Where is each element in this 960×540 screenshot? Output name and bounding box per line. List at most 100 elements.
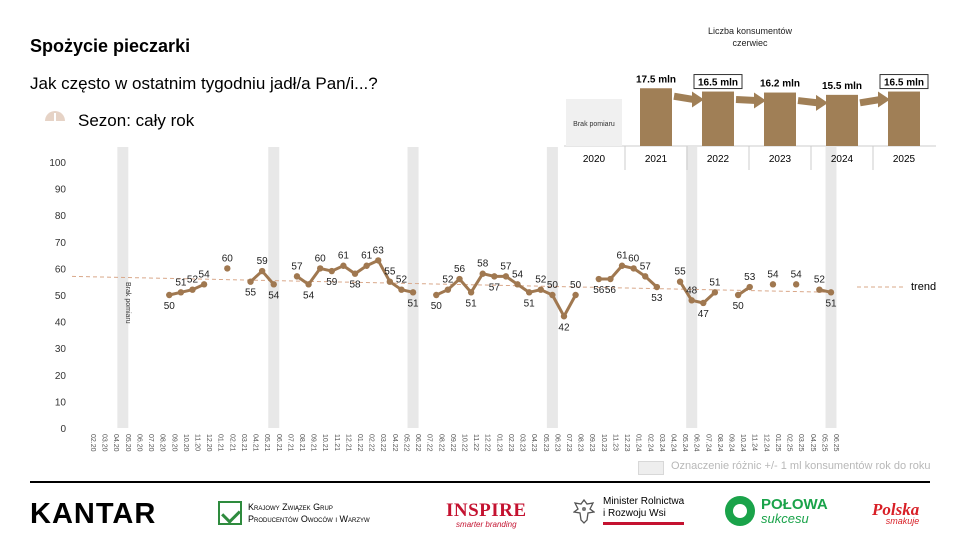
data-point [351, 270, 359, 277]
data-point [514, 281, 521, 288]
data-label: 51 [466, 298, 478, 309]
inset-value-label: 17.5 mln [636, 74, 676, 85]
data-point [479, 270, 486, 277]
data-label: 50 [570, 280, 582, 291]
x-tick-label: 03.24 [658, 434, 665, 452]
inset-bar [640, 88, 672, 146]
data-point [549, 291, 556, 299]
x-tick-label: 12.23 [623, 434, 630, 452]
x-tick-label: 09.22 [449, 434, 456, 452]
data-label: 54 [791, 269, 803, 280]
x-tick-label: 08.24 [716, 434, 723, 452]
inset-value-label: 15.5 mln [822, 81, 862, 92]
kantar-logo: KANTAR [30, 498, 157, 530]
x-tick-label: 06.22 [414, 434, 421, 452]
x-tick-label: 02.24 [646, 434, 653, 452]
data-point [711, 289, 719, 296]
x-tick-label: 08.21 [298, 434, 305, 452]
question-subtitle: Jak często w ostatnim tygodniu jadł/a Pa… [30, 74, 378, 93]
x-tick-label: 07.22 [426, 434, 433, 452]
eagle-emblem-icon [573, 498, 595, 524]
data-point [792, 281, 800, 288]
inset-value-label: 16.5 mln [698, 78, 738, 89]
data-label: 63 [373, 245, 385, 256]
x-tick-label: 02.20 [89, 434, 96, 452]
data-point [456, 275, 463, 283]
data-label: 54 [512, 269, 524, 280]
x-tick-label: 06.21 [275, 434, 282, 452]
data-label: 51 [709, 277, 721, 288]
season-label: Sezon: cały rok [78, 111, 195, 130]
data-label: 55 [384, 267, 396, 278]
data-point [375, 257, 382, 264]
inspire-logo: INSPIRE smarter branding [446, 500, 527, 529]
y-tick-label: 50 [55, 291, 67, 302]
data-point [398, 286, 405, 293]
data-label: 52 [187, 275, 199, 286]
data-point [700, 299, 707, 307]
x-tick-label: 12.22 [484, 434, 491, 452]
data-label: 58 [349, 280, 361, 291]
data-label: 54 [767, 269, 779, 280]
x-tick-label: 11.24 [751, 434, 758, 451]
polska-subline: smakuje [885, 516, 920, 526]
polska-smakuje-logo: Polska smakuje [872, 500, 919, 526]
x-tick-label: 07.21 [286, 434, 293, 452]
consumption-chart: 0 10 20 30 40 50 60 70 80 90 100 Brak pomiaru trend 5… [49, 26, 936, 452]
data-point [328, 267, 335, 275]
x-tick-label: 10.21 [321, 434, 328, 452]
data-point [502, 273, 510, 280]
y-tick-label: 70 [55, 238, 67, 249]
data-point [247, 278, 254, 285]
inset-bar [764, 92, 796, 146]
x-tick-label: 12.21 [344, 434, 351, 452]
data-point [293, 273, 301, 280]
x-tick-label: 09.20 [170, 434, 177, 452]
data-label: 50 [547, 280, 559, 291]
data-point [734, 291, 742, 299]
x-tick-label: 12.24 [762, 434, 769, 452]
data-point [525, 289, 533, 296]
data-point [409, 289, 417, 296]
shaded-period [117, 147, 129, 428]
x-tick-label: 06.23 [553, 434, 560, 452]
data-point [444, 286, 452, 293]
x-tick-label: 04.23 [530, 434, 537, 452]
data-point [769, 281, 777, 288]
data-label: 58 [477, 259, 489, 270]
y-tick-label: 10 [55, 397, 67, 408]
x-tick-label: 07.20 [147, 434, 154, 452]
inspire-wordmark: INSPIRE [446, 500, 527, 521]
y-tick-label: 80 [55, 211, 67, 222]
x-tick-label: 01.21 [217, 434, 224, 452]
data-point [340, 262, 347, 269]
data-point [827, 289, 835, 296]
x-tick-label: 11.21 [333, 434, 340, 451]
data-label: 51 [825, 298, 837, 309]
x-tick-label: 02.21 [228, 434, 235, 452]
data-point [491, 273, 498, 280]
shaded-period [407, 147, 419, 428]
data-label: 54 [268, 290, 280, 301]
data-label: 50 [733, 301, 745, 312]
series-segment [562, 293, 578, 318]
data-label: 57 [489, 282, 501, 293]
x-tick-label: 01.25 [774, 434, 781, 452]
data-point [467, 289, 475, 296]
inset-value-label: 16.2 mln [760, 79, 800, 90]
y-tick-label: 60 [55, 264, 67, 275]
data-point [688, 297, 695, 304]
inset-title: Liczba konsumentów [708, 26, 793, 36]
footer-divider [30, 481, 930, 483]
series-segment [550, 293, 566, 318]
data-point [618, 262, 626, 269]
data-point [607, 275, 614, 283]
inset-bar [702, 91, 734, 146]
data-label: 52 [396, 275, 408, 286]
x-tick-label: 02.22 [368, 434, 375, 452]
value-box [693, 74, 743, 90]
value-box [879, 74, 929, 90]
x-tick-label: 08.20 [159, 434, 166, 452]
data-point [433, 291, 440, 299]
x-tick-label: 06.20 [135, 434, 142, 452]
